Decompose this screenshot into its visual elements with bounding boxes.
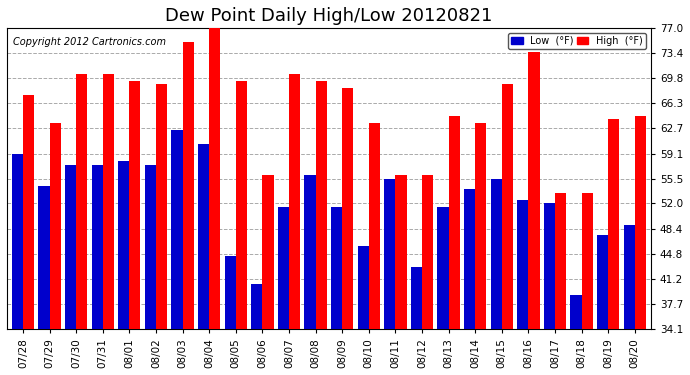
Bar [422,176,433,329]
Bar [236,81,247,329]
Bar [608,119,620,329]
Bar [65,165,76,329]
Bar [12,154,23,329]
Bar [50,123,61,329]
Bar [198,144,209,329]
Bar [315,81,327,329]
Text: Copyright 2012 Cartronics.com: Copyright 2012 Cartronics.com [13,37,166,47]
Legend: Low  (°F), High  (°F): Low (°F), High (°F) [508,33,646,49]
Bar [331,207,342,329]
Bar [384,179,395,329]
Bar [92,165,103,329]
Bar [544,204,555,329]
Bar [129,81,141,329]
Bar [39,186,50,329]
Bar [464,189,475,329]
Bar [251,284,262,329]
Bar [491,179,502,329]
Bar [145,165,156,329]
Title: Dew Point Daily High/Low 20120821: Dew Point Daily High/Low 20120821 [165,7,493,25]
Bar [571,295,582,329]
Bar [555,193,566,329]
Bar [103,74,114,329]
Bar [342,88,353,329]
Bar [262,176,273,329]
Bar [582,193,593,329]
Bar [502,84,513,329]
Bar [183,42,194,329]
Bar [23,94,34,329]
Bar [518,200,529,329]
Bar [278,207,289,329]
Bar [171,130,183,329]
Bar [289,74,300,329]
Bar [624,225,635,329]
Bar [76,74,88,329]
Bar [437,207,448,329]
Bar [448,116,460,329]
Bar [529,53,540,329]
Bar [475,123,486,329]
Bar [304,176,315,329]
Bar [209,28,220,329]
Bar [357,246,368,329]
Bar [118,161,129,329]
Bar [411,267,422,329]
Bar [224,256,236,329]
Bar [395,176,406,329]
Bar [597,235,608,329]
Bar [635,116,646,329]
Bar [156,84,167,329]
Bar [368,123,380,329]
